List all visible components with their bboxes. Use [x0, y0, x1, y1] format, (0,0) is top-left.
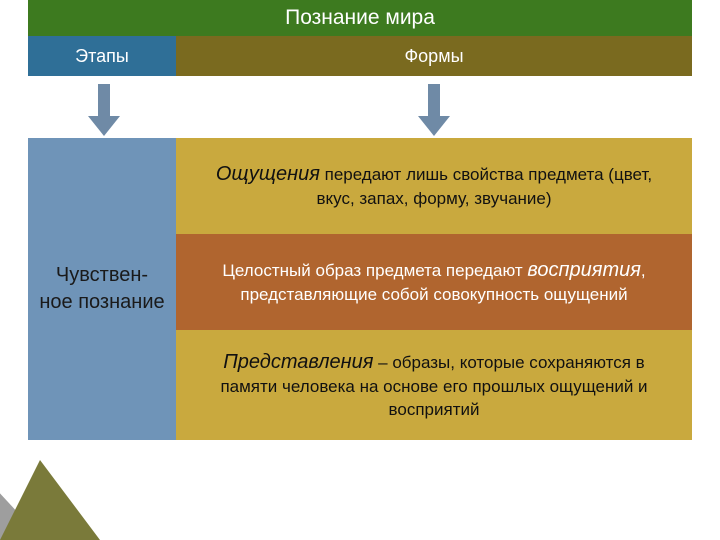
arrow-down-icon	[418, 84, 450, 136]
slide: Познание мира Этапы Формы Чувствен-ное п…	[0, 0, 720, 540]
left-column-text: Чувствен-ное познание	[39, 262, 164, 316]
form-row-1-lead: восприятия	[527, 259, 641, 281]
form-row-2: Представления – образы, которые сохраняю…	[176, 330, 692, 440]
arrows-band	[28, 82, 692, 138]
form-row-0-rest: передают лишь свойства предмета (цвет, в…	[316, 165, 652, 208]
header-title: Познание мира	[28, 0, 692, 36]
form-row-0-lead: Ощущения	[216, 163, 320, 185]
form-row-2-text: Представления – образы, которые сохраняю…	[204, 349, 664, 422]
form-row-0: Ощущения передают лишь свойства предмета…	[176, 138, 692, 234]
content-grid: Чувствен-ное познание Ощущения передают …	[28, 138, 692, 440]
left-column-label: Чувствен-ное познание	[28, 138, 176, 440]
header-columns-row: Этапы Формы	[28, 36, 692, 76]
col-label-stages: Этапы	[28, 36, 176, 76]
arrow-down-icon	[88, 84, 120, 136]
arrows-svg	[28, 82, 692, 138]
col-label-forms: Формы	[176, 36, 692, 76]
form-row-1-pre: Целостный образ предмета передают	[222, 261, 527, 280]
form-row-1: Целостный образ предмета передают воспри…	[176, 234, 692, 330]
deco-tri-olive	[0, 460, 130, 540]
form-row-2-lead: Представления	[223, 351, 373, 373]
right-column: Ощущения передают лишь свойства предмета…	[176, 138, 692, 440]
form-row-0-text: Ощущения передают лишь свойства предмета…	[204, 161, 664, 211]
form-row-1-text: Целостный образ предмета передают воспри…	[204, 257, 664, 307]
